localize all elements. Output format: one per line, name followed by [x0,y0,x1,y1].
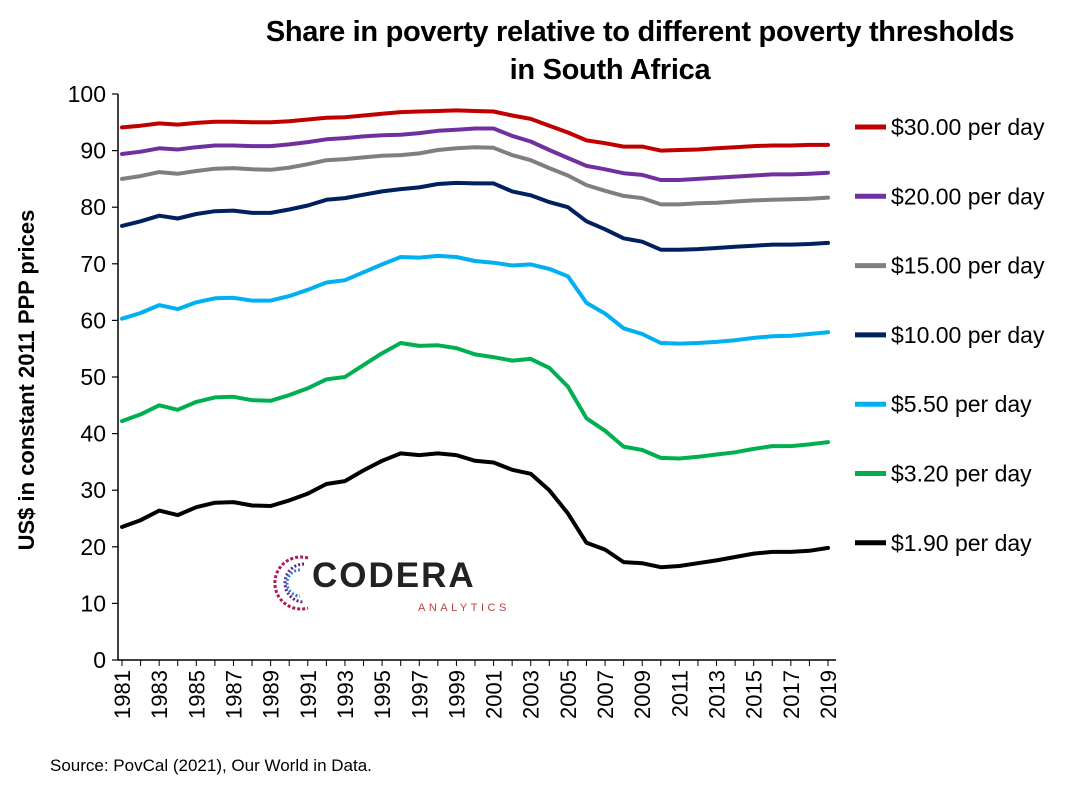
codera-logo-icon [268,548,318,618]
x-tick-label: 1989 [259,670,284,719]
poverty-line-chart: 0 10 20 30 40 50 60 70 80 90 100 1981 1983 1985 1987 19… [0,0,1080,797]
y-tick-label: 20 [80,534,106,560]
legend: $30.00 per day $20.00 per day $15.00 per d… [855,114,1045,556]
y-tick-label: 10 [80,590,106,616]
x-tick-label: 1981 [110,670,135,719]
chart-title: Share in poverty relative to different p… [200,14,1080,50]
series-line-5 [122,343,828,459]
logo-wordmark: CODERA [312,556,476,596]
y-tick-label: 40 [80,421,106,447]
legend-label-0: $30.00 per day [891,114,1045,140]
x-tick-label: 2011 [667,670,692,717]
y-axis-label: US$ in constant 2011 PPP prices [14,210,39,551]
series-lines [122,110,828,567]
x-tick-label: 1993 [333,670,358,719]
x-tick-label: 1995 [370,670,395,719]
x-tick-label: 2001 [482,670,507,719]
legend-label-5: $3.20 per day [891,461,1032,487]
logo-subtitle: ANALYTICS [418,602,510,614]
source-note: Source: PovCal (2021), Our World in Data… [50,756,372,776]
y-tick-label: 0 [93,647,106,673]
y-tick-label: 80 [80,194,106,220]
legend-label-4: $5.50 per day [891,391,1032,417]
x-tick-label: 1987 [221,670,246,719]
x-tick-label: 2009 [630,670,655,719]
x-tick-label: 2019 [816,670,841,719]
x-tick-label: 2003 [519,670,544,719]
legend-label-6: $1.90 per day [891,530,1032,556]
x-tick-label: 1991 [296,670,321,719]
x-tick-label: 2007 [593,670,618,719]
x-tick-label: 1997 [407,670,432,719]
x-tick-label: 1985 [184,670,209,719]
x-tick-label: 2013 [705,670,730,719]
chart-title-line-2: in South Africa [290,52,930,88]
codera-logo: CODERA ANALYTICS [268,548,488,618]
x-tick-label: 2017 [779,670,804,719]
legend-label-1: $20.00 per day [891,183,1045,209]
series-line-3 [122,183,828,250]
x-tick-label: 1999 [444,670,469,719]
y-tick-label: 30 [80,477,106,503]
y-tick-label: 100 [68,81,106,107]
y-tick-label: 70 [80,251,106,277]
y-tick-label: 50 [80,364,106,390]
legend-label-3: $10.00 per day [891,322,1045,348]
x-tick-label: 1983 [147,670,172,719]
y-tick-label: 60 [80,307,106,333]
x-tick-label: 2005 [556,670,581,719]
x-tick-label: 2015 [742,670,767,719]
series-line-1 [122,129,828,181]
series-line-4 [122,256,828,344]
y-tick-label: 90 [80,138,106,164]
legend-label-2: $15.00 per day [891,253,1045,279]
